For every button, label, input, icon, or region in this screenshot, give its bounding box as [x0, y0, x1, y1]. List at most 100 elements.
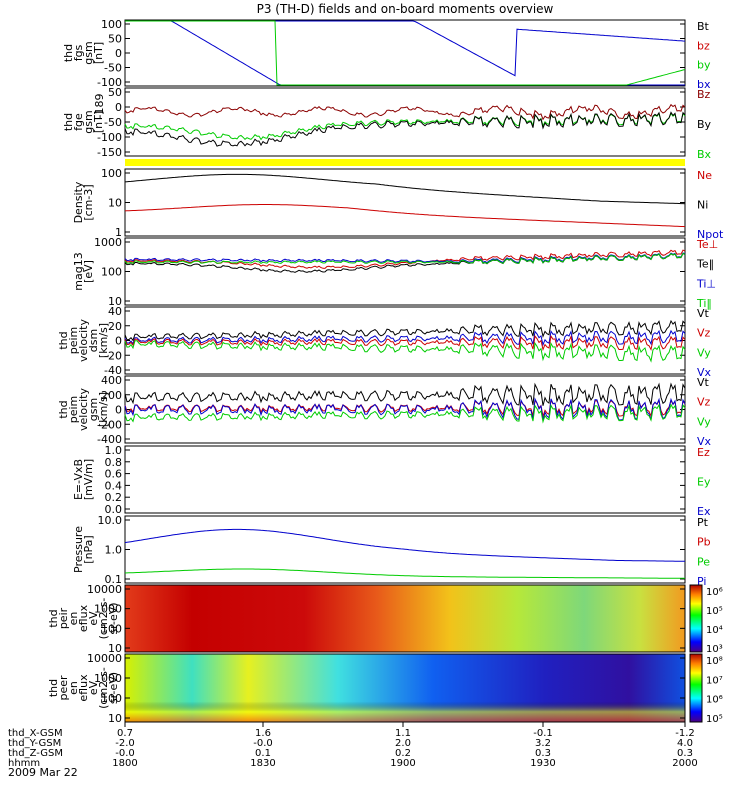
y-axis-label-line: E=-VxB: [72, 459, 85, 500]
trace-ve-vx: [124, 329, 686, 347]
panel-frame: [124, 445, 686, 514]
legend-temp-2: Ti⊥: [696, 277, 716, 290]
y-tick-label: 0.4: [105, 479, 123, 492]
legend-fge-1: By: [697, 118, 712, 131]
y-axis-label: mag13[eV]: [72, 252, 95, 290]
y-axis-label-line: fgs: [72, 44, 85, 61]
y-axis-label: thdpeimvelocitydsm[km/s]: [57, 319, 110, 362]
y-axis-label-line: [mV/m]: [82, 459, 95, 500]
colorbar-label: 10⁴: [706, 625, 723, 636]
y-tick-label: 1000: [94, 672, 122, 685]
trace-density-ni: [124, 173, 686, 205]
colorbar-label: 10³: [706, 644, 723, 655]
trace-temp-tiperp: [124, 252, 686, 264]
legend-fgs-2: by: [697, 59, 711, 72]
x-row-value: -2.0: [115, 738, 135, 749]
panel-pressure: 10.0 1.0 0.1 Pressure[nPa] Pt Pb Pe Pi: [72, 514, 711, 588]
y-tick-label: -50: [104, 116, 122, 129]
trace-vi-vt: [124, 382, 686, 406]
x-row-value: 1.1: [395, 728, 411, 739]
y-axis-label-line: peer: [57, 675, 70, 701]
y-tick-label: 100: [101, 622, 122, 635]
y-axis-label-line: peim: [67, 396, 80, 424]
y-tick-label: 0.0: [105, 503, 123, 516]
y-axis-label-line: [nT]: [92, 111, 105, 133]
legend-velocity_i-0: Vt: [697, 376, 710, 389]
y-axis-label-line: (cm2-s-: [97, 598, 110, 640]
legend-temp-0: Te⊥: [696, 238, 718, 251]
y-tick-label: 1000: [94, 236, 122, 249]
y-extra-label: -189: [93, 94, 106, 119]
colorbar-label: 10⁶: [706, 587, 723, 598]
x-row-value: 0.2: [395, 748, 411, 759]
legend-velocity_e-3: Vx: [697, 366, 712, 379]
y-tick-label: 50: [108, 33, 122, 46]
trace-fge-bx: [124, 112, 686, 141]
y-tick-label: 10: [108, 197, 122, 210]
y-axis-label-line: eflux: [77, 604, 90, 632]
colorbar-label: 10⁶: [706, 695, 723, 706]
y-axis-label: thdfgsgsm[nT]: [62, 41, 105, 64]
y-axis-label-line: eV: [87, 680, 100, 695]
colorbar-label: 10⁵: [706, 714, 723, 725]
y-tick-label: 40: [108, 305, 122, 318]
legend-fgs-3: bx: [697, 78, 711, 91]
panel-velocity_i: 400 200 0-200 -400 thdpeimvelocitygsm[km/s] V…: [57, 374, 712, 448]
x-row-value: -0.0: [253, 738, 273, 749]
y-axis-label-line: [nPa]: [82, 535, 95, 563]
panel-peer: 10000 1000 100 10 thdpeerenefluxeV(cm2-s-sr-…: [47, 652, 723, 725]
panel-fge: 50 0 -50 -100 -150 thdfgegsm[nT]-189 Bz By Bx: [62, 86, 712, 161]
trace-fgs-by: [125, 20, 686, 86]
colorbar: [689, 653, 703, 723]
x-row-label: thd_Y-GSM: [8, 738, 61, 749]
legend-efield-0: Ez: [697, 446, 710, 459]
panel-frame: [124, 237, 686, 306]
trace-pressure-pe: [124, 568, 685, 579]
y-axis-label-line: eV: [87, 611, 100, 626]
legend-density-0: Ne: [697, 169, 712, 182]
legend-velocity_i-3: Vx: [697, 435, 712, 448]
legend-temp-1: Te‖: [696, 258, 714, 271]
legend-fgs-1: bz: [697, 39, 710, 52]
y-tick-label: 1: [115, 226, 122, 239]
panel-peir: 10000 1000 100 10 thdpeirenefluxeV(cm2-s-sr-…: [47, 583, 723, 655]
y-axis-label-line: thd: [62, 44, 75, 62]
x-row-label: thd_Z-GSM: [8, 748, 63, 759]
y-tick-label: 10000: [87, 583, 122, 596]
y-tick-label: 0: [115, 101, 122, 114]
y-axis-label-line: velocity: [77, 388, 90, 431]
y-tick-label: 10.0: [98, 514, 123, 527]
y-axis-label-line: dsm: [87, 329, 100, 352]
panel-frame: [124, 19, 686, 87]
y-axis-label-line: (cm2-s-: [97, 667, 110, 709]
panel-temp: 1000 100 10 mag13[eV] Te⊥ Te‖ Ti⊥ Ti‖: [72, 236, 718, 310]
panel-efield: 1.00.80.60.40.20.0 E=-VxB[mV/m] Ez Ey Ex: [72, 444, 711, 518]
colorbar: [689, 584, 703, 653]
y-axis-label-line: mag13: [72, 252, 85, 290]
y-axis-label-line: gsm: [82, 110, 95, 133]
legend-pressure-1: Pb: [697, 536, 711, 549]
y-axis-label: Density[cm-3]: [72, 181, 95, 223]
trace-ve-vy: [124, 340, 686, 363]
colorbar-label: 10⁷: [706, 675, 723, 686]
y-tick-label: -50: [104, 62, 122, 75]
y-tick-label: -100: [97, 131, 122, 144]
page-title: P3 (TH-D) fields and on-board moments ov…: [257, 2, 554, 16]
colorbar-label: 10⁸: [706, 656, 723, 667]
x-row-value: 1900: [390, 758, 415, 769]
trace-temp-tipar: [124, 252, 686, 265]
y-tick-label: 0.2: [105, 491, 123, 504]
colorbar-label: 10⁵: [706, 606, 723, 617]
y-tick-label: 10: [108, 295, 122, 308]
y-axis-label-line: Density: [72, 181, 85, 223]
x-row-value: 3.2: [535, 738, 551, 749]
y-tick-label: 20: [108, 320, 122, 333]
trace-fgs-bx-a: [125, 20, 685, 86]
y-tick-label: 0.1: [105, 573, 123, 586]
trace-ve-vt: [124, 319, 686, 342]
y-tick-label: -20: [104, 349, 122, 362]
y-tick-label: 100: [101, 692, 122, 705]
trace-density-ne: [124, 204, 686, 228]
legend-efield-1: Ey: [697, 476, 711, 489]
